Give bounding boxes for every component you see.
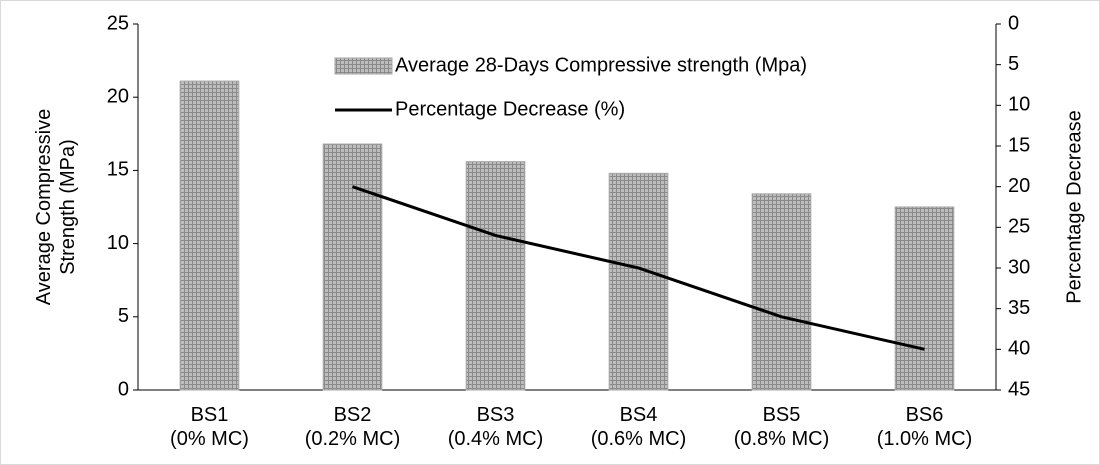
bar [465,161,526,391]
y2-tick-label: 10 [1008,94,1030,116]
y2-tick-label: 15 [1008,134,1030,156]
x-tick-label: BS4 (0.6% MC) [591,404,687,450]
bar [608,172,669,391]
bar [894,206,955,391]
y-tick-label: 5 [118,305,129,327]
bar [322,143,383,391]
y2-tick-label: 40 [1008,338,1030,360]
y-tick-label: 20 [107,85,129,107]
y2-tick-label: 35 [1008,297,1030,319]
x-tick-label: BS6 (1.0% MC) [877,404,973,450]
x-tick-label: BS5 (0.8% MC) [734,404,830,450]
y2-tick-label: 25 [1008,216,1030,238]
y2-tick-label: 0 [1008,12,1019,34]
y2-axis-title: Percentage Decrease [1063,110,1085,303]
line [352,185,925,351]
y-tick-label: 10 [107,232,129,254]
y2-tick-label: 30 [1008,256,1030,278]
bar [751,193,812,391]
y-tick-label: 25 [107,12,129,34]
x-tick-label: BS3 (0.4% MC) [448,404,544,450]
x-tick-label: BS2 (0.2% MC) [305,404,401,450]
y-tick-label: 15 [107,159,129,181]
legend-swatch [334,57,393,75]
y-axis-title: Average Compressive Strength (MPa) [33,109,79,305]
x-tick-label: BS1 (0% MC) [170,404,249,450]
legend-label: Average 28-Days Compressive strength (Mp… [395,54,807,76]
y-tick-label: 0 [118,378,129,400]
legend-label: Percentage Decrease (%) [395,98,625,120]
y2-tick-label: 20 [1008,175,1030,197]
y2-tick-label: 5 [1008,53,1019,75]
bar [179,80,240,391]
y2-tick-label: 45 [1008,378,1030,400]
